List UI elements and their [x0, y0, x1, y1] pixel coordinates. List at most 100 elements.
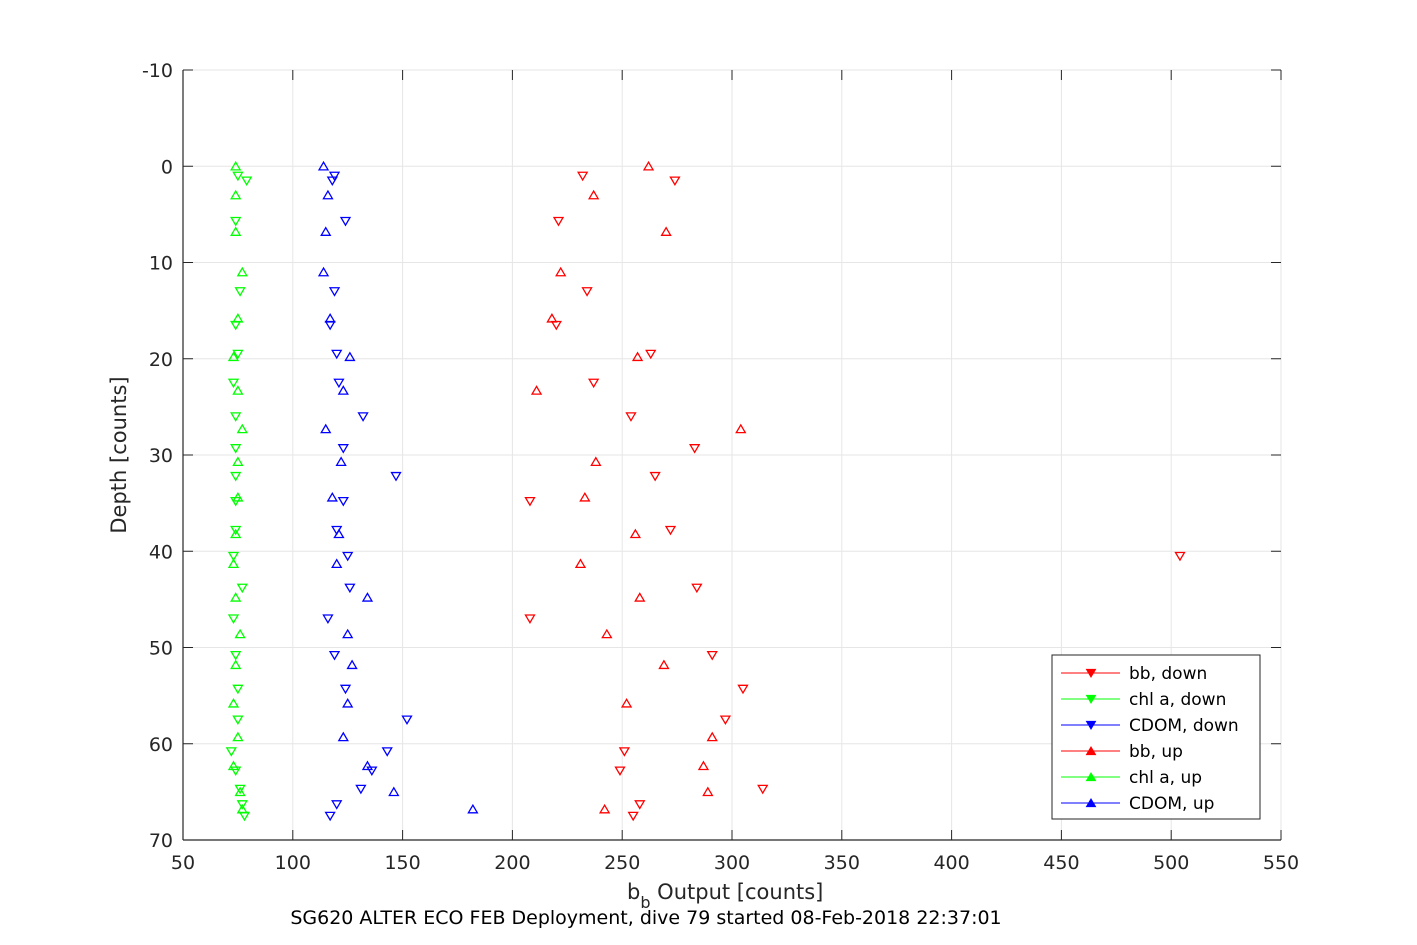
data-point	[227, 351, 240, 362]
y-tick-label: 60	[149, 734, 173, 756]
y-tick-label: 10	[149, 253, 173, 275]
data-point	[230, 189, 242, 200]
x-axis-label-subscript: b	[640, 893, 650, 912]
data-point	[631, 351, 644, 362]
data-point	[664, 525, 677, 536]
data-point	[577, 171, 589, 182]
legend-marker	[1085, 797, 1097, 808]
data-point	[317, 266, 330, 277]
data-point	[342, 551, 354, 562]
data-point	[232, 492, 244, 502]
data-point	[322, 189, 334, 200]
data-point	[232, 349, 244, 360]
y-tick-label: 20	[149, 349, 173, 371]
data-point	[337, 731, 349, 742]
legend-marker	[1085, 668, 1097, 679]
data-point	[328, 650, 341, 661]
data-point	[227, 760, 240, 771]
data-point	[719, 715, 732, 726]
data-point	[236, 803, 248, 814]
legend-label: bb, down	[1129, 664, 1207, 684]
data-point	[232, 715, 244, 726]
data-point	[324, 811, 336, 822]
data-point	[735, 423, 747, 434]
data-point	[355, 784, 367, 795]
data-point	[660, 226, 672, 236]
y-tick-label: -10	[142, 60, 173, 82]
legend-entry: bb, up	[1061, 742, 1183, 762]
data-point	[342, 628, 354, 639]
series-3	[530, 160, 747, 814]
legend-marker	[1085, 771, 1097, 782]
data-point	[331, 349, 343, 360]
data-point	[620, 697, 633, 708]
data-point	[230, 226, 242, 236]
data-point	[232, 684, 244, 695]
data-point	[328, 171, 341, 182]
data-point	[230, 525, 242, 536]
y-tick-label: 0	[161, 156, 173, 178]
data-point	[230, 766, 242, 777]
legend: bb, down chl a, down CDOM, down bb, up chl a…	[1051, 654, 1261, 820]
x-tick-label: 500	[1153, 852, 1189, 874]
legend-marker	[1085, 694, 1097, 705]
data-point	[629, 528, 642, 539]
legend-marker	[1085, 720, 1097, 731]
data-point	[337, 385, 349, 395]
data-point	[524, 496, 536, 507]
data-point	[230, 471, 242, 482]
data-point	[691, 583, 703, 594]
data-point	[232, 456, 244, 466]
y-tick-label: 70	[149, 830, 173, 852]
data-point	[227, 614, 240, 624]
data-point	[366, 766, 378, 777]
data-point	[234, 628, 246, 639]
data-point	[333, 528, 345, 539]
data-point	[634, 592, 646, 602]
x-tick-label: 100	[275, 852, 311, 874]
data-point	[326, 492, 338, 502]
data-point	[337, 444, 349, 454]
x-tick-label: 150	[384, 852, 420, 874]
legend-entry: CDOM, down	[1061, 716, 1239, 736]
data-point	[579, 492, 591, 502]
data-point	[320, 423, 332, 434]
legend-label: chl a, up	[1129, 768, 1202, 788]
data-point	[344, 351, 356, 362]
x-tick-label: 250	[604, 852, 640, 874]
data-point	[227, 378, 240, 389]
data-point	[649, 471, 661, 482]
data-point	[232, 171, 244, 182]
x-tick-label: 50	[171, 852, 195, 874]
data-point	[642, 160, 655, 171]
data-point	[225, 747, 237, 757]
data-point	[320, 226, 332, 236]
data-point	[1174, 551, 1186, 562]
data-point	[590, 456, 602, 466]
x-axis-label-main: b	[627, 880, 640, 904]
data-point	[702, 786, 714, 797]
data-point	[339, 216, 352, 227]
data-point	[588, 189, 600, 200]
series-5	[317, 160, 479, 814]
y-axis-label: Depth [counts]	[107, 376, 131, 533]
data-point	[333, 378, 345, 389]
legend-entry: chl a, down	[1061, 690, 1226, 710]
data-point	[236, 800, 248, 810]
data-point	[618, 747, 631, 757]
data-point	[241, 176, 253, 187]
data-point	[530, 385, 543, 395]
legend-label: bb, up	[1129, 742, 1183, 762]
y-tick-label: 40	[149, 541, 173, 563]
data-point	[230, 650, 242, 661]
data-point	[601, 628, 613, 639]
legend-label: CDOM, down	[1129, 716, 1239, 736]
data-point	[658, 659, 670, 670]
data-point	[227, 697, 240, 708]
x-tick-label: 450	[1043, 852, 1079, 874]
data-point	[381, 747, 393, 757]
data-point	[232, 385, 244, 395]
data-point	[634, 800, 646, 810]
data-point	[230, 160, 242, 171]
